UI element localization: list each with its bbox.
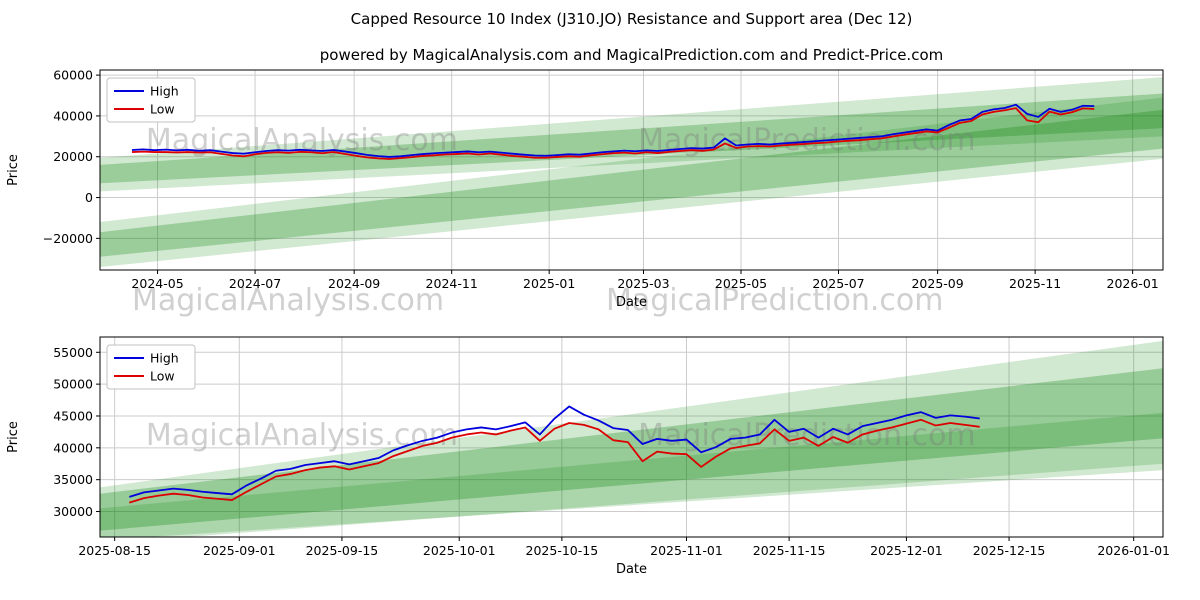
x-tick-label: 2025-09	[911, 276, 963, 291]
legend-label-high: High	[150, 84, 179, 99]
legend-box	[106, 77, 196, 123]
trend-band	[100, 412, 1163, 537]
x-tick-label: 2025-09-15	[306, 543, 379, 558]
y-tick-label: −20000	[43, 231, 93, 246]
y-tick-label: 40000	[53, 108, 93, 123]
x-axis-label: Date	[616, 295, 647, 310]
y-tick-label: 50000	[53, 377, 93, 392]
legend-label-high: High	[150, 351, 179, 366]
x-tick-label: 2025-11-15	[753, 543, 826, 558]
y-axis-label: Price	[6, 154, 21, 186]
y-tick-label: 55000	[53, 345, 93, 360]
series-line-high	[131, 103, 1095, 158]
x-tick-label: 2025-11	[1009, 276, 1061, 291]
x-axis-label: Date	[616, 562, 647, 577]
y-tick-label: 40000	[53, 440, 93, 455]
trend-band	[100, 109, 1163, 257]
legend-label-low: Low	[150, 102, 175, 117]
x-tick-label: 2024-05	[131, 276, 183, 291]
trend-band	[100, 93, 1163, 184]
trend-band	[100, 340, 1163, 537]
series-line-high	[129, 405, 980, 498]
y-tick-label: 0	[85, 190, 93, 205]
x-tick-label: 2025-12-15	[973, 543, 1046, 558]
legend: High Low	[106, 77, 196, 123]
series-line-low	[129, 418, 980, 504]
x-tick-label: 2025-10-01	[423, 543, 496, 558]
x-tick-label: 2025-01	[523, 276, 575, 291]
trend-band	[100, 368, 1163, 531]
x-tick-label: 2026-01	[1107, 276, 1159, 291]
y-tick-label: 60000	[53, 68, 93, 83]
page-title: Capped Resource 10 Index (J310.JO) Resis…	[350, 10, 913, 28]
watermark-text: MagicalAnalysis.com	[146, 418, 458, 453]
plot-frame	[99, 336, 1164, 538]
series-line-low	[131, 107, 1095, 160]
watermark-middle-right: MagicalPrediction.com	[606, 283, 944, 318]
x-tick-label: 2024-11	[426, 276, 478, 291]
legend-box	[106, 344, 196, 390]
plot-frame	[99, 69, 1164, 271]
y-tick-label: 45000	[53, 408, 93, 423]
x-tick-label: 2025-07	[812, 276, 864, 291]
trend-band	[100, 77, 1163, 192]
x-tick-label: 2025-11-01	[650, 543, 723, 558]
x-tick-label: 2025-10-15	[526, 543, 599, 558]
watermark-text: MagicalPrediction.com	[638, 418, 976, 453]
x-tick-label: 2025-08-15	[78, 543, 151, 558]
x-tick-label: 2025-03	[617, 276, 669, 291]
plot-area: MagicalAnalysis.com MagicalPrediction.com	[100, 77, 1163, 267]
top-chart: MagicalAnalysis.com MagicalPrediction.com…	[6, 68, 1164, 310]
plot-background	[100, 337, 1163, 537]
x-tick-label: 2025-05	[715, 276, 767, 291]
legend: High Low	[106, 344, 196, 390]
x-tick-label: 2026-01-01	[1097, 543, 1170, 558]
legend-label-low: Low	[150, 369, 175, 384]
bottom-chart: MagicalAnalysis.com MagicalPrediction.com…	[6, 336, 1170, 577]
trend-band	[100, 97, 1163, 267]
watermark-text: MagicalPrediction.com	[638, 123, 976, 158]
x-tick-label: 2025-09-01	[203, 543, 276, 558]
y-tick-label: 35000	[53, 472, 93, 487]
y-tick-label: 30000	[53, 504, 93, 519]
x-tick-label: 2024-09	[328, 276, 380, 291]
page-subtitle: powered by MagicalAnalysis.com and Magic…	[319, 46, 944, 64]
watermark-middle-left: MagicalAnalysis.com	[132, 283, 445, 318]
y-tick-label: 20000	[53, 149, 93, 164]
plot-background	[100, 70, 1163, 270]
x-tick-label: 2024-07	[229, 276, 281, 291]
plot-area: MagicalAnalysis.com MagicalPrediction.com	[100, 340, 1163, 537]
y-axis-label: Price	[6, 421, 21, 453]
x-tick-label: 2025-12-01	[870, 543, 943, 558]
